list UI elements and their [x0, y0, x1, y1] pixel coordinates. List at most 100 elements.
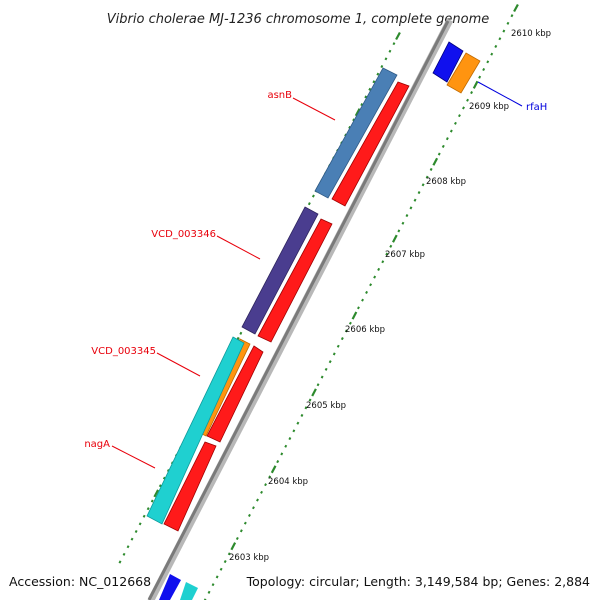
inner-minor-tick: [458, 114, 461, 118]
outer-minor-tick: [239, 331, 243, 335]
inner-minor-tick: [280, 452, 284, 456]
tick-label-2607: 2607 kbp: [385, 250, 425, 260]
outer-minor-tick: [138, 522, 142, 526]
inner-minor-tick: [389, 244, 393, 248]
inner-minor-tick: [336, 344, 340, 348]
nagA-gene-block: [146, 336, 245, 525]
outer-major-tick: [153, 489, 160, 498]
inner-minor-tick: [316, 383, 320, 387]
outer-minor-tick: [162, 476, 166, 480]
inner-minor-tick: [348, 321, 352, 325]
inner-major-tick: [311, 388, 317, 397]
inner-minor-tick: [227, 552, 231, 556]
outer-minor-tick: [130, 537, 134, 541]
outer-minor-tick: [352, 118, 356, 122]
outer-minor-tick: [372, 80, 376, 84]
outer-minor-tick: [311, 194, 315, 198]
inner-minor-tick: [219, 567, 223, 571]
inner-minor-tick: [381, 260, 385, 264]
inner-major-tick: [472, 80, 479, 89]
inner-minor-tick: [445, 137, 449, 141]
inner-minor-tick: [409, 206, 413, 210]
inner-minor-tick: [510, 14, 514, 18]
label-VCD-003346: VCD_003346: [151, 229, 216, 240]
inner-major-tick: [392, 234, 398, 243]
inner-minor-tick: [324, 367, 328, 371]
inner-minor-tick: [413, 198, 417, 202]
inner-minor-tick: [292, 429, 296, 433]
label-nagA: nagA: [84, 439, 110, 450]
map-title: Vibrio cholerae MJ-1236 chromosome 1, co…: [107, 12, 489, 27]
accession-text: Accession: NC_012668: [9, 574, 151, 589]
outer-minor-tick: [150, 499, 154, 503]
inner-minor-tick: [207, 590, 211, 594]
rfaH-orange-block: [446, 52, 481, 94]
nagA-leader-line: [111, 445, 156, 469]
outer-minor-tick: [368, 87, 372, 91]
inner-minor-tick: [252, 506, 255, 510]
inner-minor-tick: [223, 560, 227, 564]
inner-minor-tick: [284, 444, 288, 448]
inner-minor-tick: [470, 91, 473, 95]
inner-minor-tick: [506, 21, 510, 25]
VCD-003346-leader-line: [216, 235, 261, 260]
gene-labels: asnB VCD_003346 VCD_003345 nagA rfaH: [84, 81, 547, 469]
outer-minor-tick: [142, 514, 146, 518]
inner-minor-tick: [417, 191, 421, 195]
outer-minor-tick: [360, 103, 364, 107]
label-VCD-003345: VCD_003345: [91, 346, 156, 357]
tick-label-2606: 2606 kbp: [345, 325, 385, 335]
asnB-gene-block: [314, 67, 398, 199]
inner-minor-tick: [276, 460, 280, 464]
outer-minor-tick: [307, 202, 311, 206]
outer-minor-tick: [364, 95, 368, 99]
cds-track: [163, 81, 410, 532]
tick-label-2605: 2605 kbp: [306, 401, 346, 411]
inner-minor-tick: [441, 144, 445, 148]
label-asnB: asnB: [267, 90, 292, 101]
inner-minor-tick: [405, 214, 409, 218]
inner-major-tick: [230, 542, 237, 551]
inner-minor-tick: [260, 490, 263, 494]
tick-label-2603: 2603 kbp: [229, 553, 269, 563]
inner-minor-tick: [454, 121, 457, 125]
inner-minor-tick: [377, 267, 381, 271]
inner-minor-tick: [288, 437, 292, 441]
outer-ring-features: [146, 67, 398, 600]
rfaH-blue-block: [432, 41, 464, 83]
inner-minor-tick: [304, 406, 308, 410]
inner-major-tick: [351, 311, 358, 320]
outer-minor-tick: [146, 507, 150, 511]
inner-minor-tick: [215, 575, 219, 579]
outer-minor-tick: [118, 560, 122, 564]
inner-minor-tick: [340, 337, 344, 341]
cds-arrow-VCD-003345: [206, 345, 264, 443]
inner-minor-tick: [486, 60, 490, 64]
inner-minor-tick: [373, 275, 377, 279]
inner-minor-tick: [239, 529, 243, 533]
inner-minor-tick: [478, 75, 482, 79]
inner-major-tick: [432, 157, 439, 166]
outer-minor-tick: [376, 72, 380, 76]
tick-label-2604: 2604 kbp: [268, 477, 308, 487]
inner-minor-tick: [211, 583, 215, 587]
tick-label-2608: 2608 kbp: [426, 177, 466, 187]
inner-minor-tick: [429, 167, 433, 171]
tick-label-2609: 2609 kbp: [469, 102, 509, 112]
inner-minor-tick: [498, 37, 502, 41]
outer-minor-tick: [380, 64, 384, 69]
inner-minor-tick: [437, 152, 441, 156]
inner-minor-tick: [494, 44, 498, 48]
inner-minor-tick: [482, 67, 486, 72]
inner-minor-tick: [361, 298, 364, 302]
inner-minor-tick: [369, 283, 373, 287]
bottom-blue-block: [159, 574, 181, 600]
inner-minor-tick: [256, 498, 259, 502]
inner-minor-tick: [466, 98, 469, 102]
outer-minor-tick: [166, 469, 170, 473]
inner-minor-tick: [365, 290, 368, 294]
inner-minor-tick: [344, 329, 348, 333]
outer-minor-tick: [384, 57, 388, 61]
